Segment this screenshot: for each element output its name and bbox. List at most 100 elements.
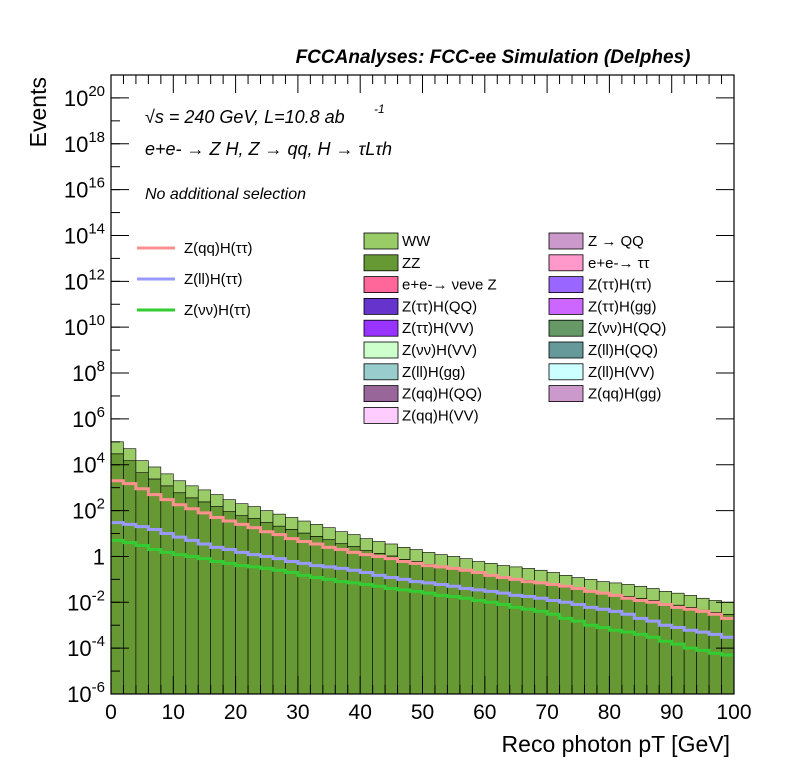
legend-box-swatch [548,232,584,250]
x-tick-label: 70 [535,701,558,724]
bar-zz [322,539,336,695]
bar-ww [384,543,398,557]
legend-box-swatch [363,297,399,315]
bar-ww [334,531,349,544]
legend-box-swatch [363,276,399,294]
x-tick-label: 80 [598,701,621,724]
bar-ww [447,556,461,569]
legend-label: e+e-→ ττ [588,255,650,272]
legend-label: Z(ττ)H(gg) [588,298,657,315]
bar-ww [359,538,373,551]
legend-label: Z(ll)H(gg) [402,364,465,381]
bar-zz [197,501,211,695]
x-axis-title: Reco photon pT [GeV] [502,731,730,757]
energy-annotation-exponent: -1 [374,102,385,116]
legend-label: Z(qq)H(gg) [588,386,661,403]
bar-zz [185,497,199,695]
x-tick-label: 60 [473,701,496,724]
legend-label: ZZ [402,255,420,272]
bar-zz [334,543,349,695]
bar-zz [621,596,635,695]
bar-ww [546,572,560,585]
legend-label: Z(ll)H(QQ) [588,342,658,359]
process-annotation: e+e- → Z H, Z → qq, H → τLτh [145,139,392,159]
signal-lines [111,479,734,657]
bar-zz [247,518,261,695]
bar-ww [272,513,286,527]
bar-zz [235,515,249,695]
legend-label: Z(ττ)H(VV) [402,320,474,337]
bar-ww [322,527,336,540]
bar-zz [646,600,660,695]
bar-zz [609,594,623,695]
x-tick-label: 0 [105,701,117,724]
bar-ww [310,524,324,537]
bar-zz [148,478,162,695]
bar-zz [222,511,236,695]
legend-label: Z(qq)H(QQ) [402,386,482,403]
bar-zz [484,575,498,695]
y-tick-label: 1010 [64,312,105,340]
bar-ww [185,485,199,499]
bar-zz [135,472,149,695]
bar-ww [173,480,187,494]
y-tick-label: 10-6 [67,679,105,707]
bar-ww [222,499,236,512]
bar-zz [297,532,311,695]
legend-label: e+e-→ νeνe Z [402,277,497,294]
legend-label: Z → QQ [588,233,644,250]
bar-zz [285,529,299,695]
bar-zz [173,492,187,695]
bar-zz [260,522,274,695]
legend-label: Z(qq)H(VV) [402,407,479,424]
bar-ww [260,510,274,523]
x-tick-label: 20 [224,701,247,724]
x-tick-label: 40 [349,701,372,724]
signal-line-1 [111,521,734,639]
legend-box-swatch [363,319,399,337]
bar-ww [297,520,311,534]
bar-zz [671,604,685,695]
bar-ww [372,541,386,554]
bar-zz [683,607,697,695]
legend-box-swatch [548,385,584,403]
legend-label: Z(ll)H(ττ) [184,271,243,288]
legend-box-swatch [363,406,399,424]
energy-annotation: √s = 240 GeV, L=10.8 ab [145,107,345,127]
chart-title: FCCAnalyses: FCC-ee Simulation (Delphes) [296,47,691,68]
bar-ww [148,466,162,480]
bar-zz [272,525,286,695]
bar-ww [235,503,249,516]
bar-ww [247,506,261,519]
bar-ww [409,549,423,562]
bar-ww [621,584,635,597]
bar-ww [422,552,436,565]
bar-ww [696,597,710,611]
x-tick-label: 30 [286,701,309,724]
bar-zz [634,597,648,695]
bar-ww [496,565,511,578]
legend-box-swatch [548,297,584,315]
bar-ww [658,591,672,604]
legend-label: Z(ττ)H(ττ) [588,277,652,294]
selection-annotation: No additional selection [145,186,306,203]
y-tick-label: 1012 [64,266,105,294]
legend-box-swatch [548,276,584,294]
legend-box-swatch [363,254,399,272]
bar-ww [210,494,224,507]
bar-ww [671,592,685,606]
bar-zz [160,485,174,695]
bar-ww [197,489,211,503]
bar-ww [285,517,299,530]
legend-box-swatch [548,319,584,337]
bar-ww [721,601,735,615]
legend-box-swatch [363,385,399,403]
x-tick-label: 10 [162,701,185,724]
bar-ww [397,547,411,560]
bar-ww [347,534,361,547]
bar-zz [310,536,324,695]
y-axis-title: Events [25,77,51,147]
bar-ww [434,554,448,567]
bar-ww [123,448,137,462]
